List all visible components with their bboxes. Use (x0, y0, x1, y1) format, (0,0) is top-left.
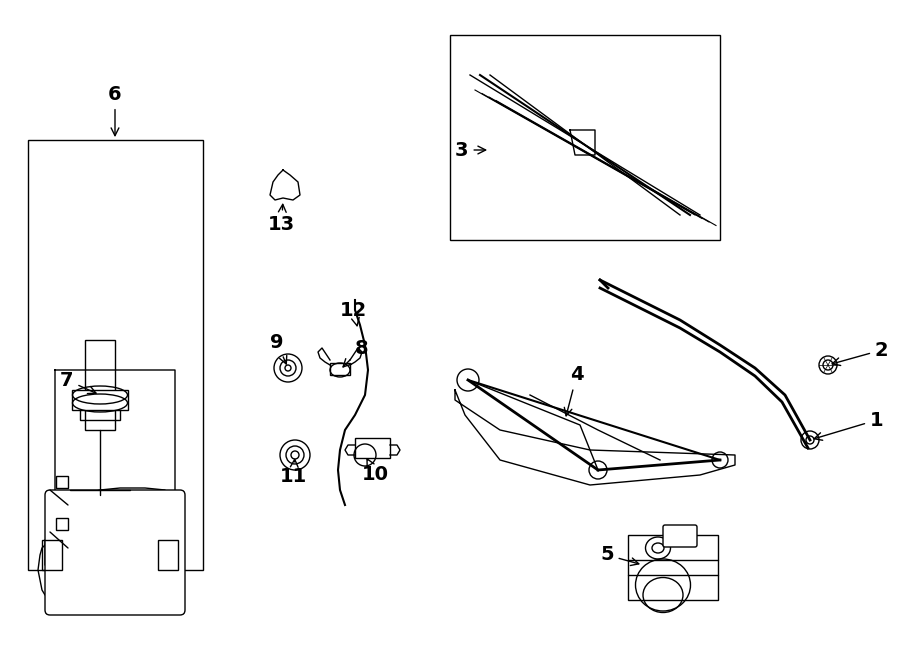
Bar (80, 405, 120, 420)
Text: 9: 9 (270, 332, 287, 364)
Text: 5: 5 (600, 545, 639, 566)
Text: 6: 6 (108, 85, 122, 136)
Text: 10: 10 (362, 459, 389, 485)
Text: 11: 11 (280, 459, 307, 486)
Bar (42, 540, 62, 570)
Text: 2: 2 (832, 340, 888, 366)
FancyBboxPatch shape (663, 525, 697, 547)
Text: 12: 12 (340, 301, 367, 326)
Text: 4: 4 (564, 366, 583, 416)
Text: 1: 1 (814, 410, 884, 440)
FancyBboxPatch shape (45, 490, 185, 615)
Text: 8: 8 (343, 338, 369, 367)
Text: 7: 7 (60, 371, 96, 393)
Bar (56, 518, 68, 530)
Bar (330, 363, 350, 375)
Bar (28, 140, 203, 570)
Bar (85, 340, 115, 430)
Bar (158, 540, 178, 570)
Bar (628, 535, 718, 600)
Text: 3: 3 (455, 141, 486, 159)
Bar (450, 35, 720, 240)
Text: 13: 13 (268, 204, 295, 235)
Bar (56, 476, 68, 488)
Bar (355, 438, 390, 458)
Bar (72, 390, 128, 410)
